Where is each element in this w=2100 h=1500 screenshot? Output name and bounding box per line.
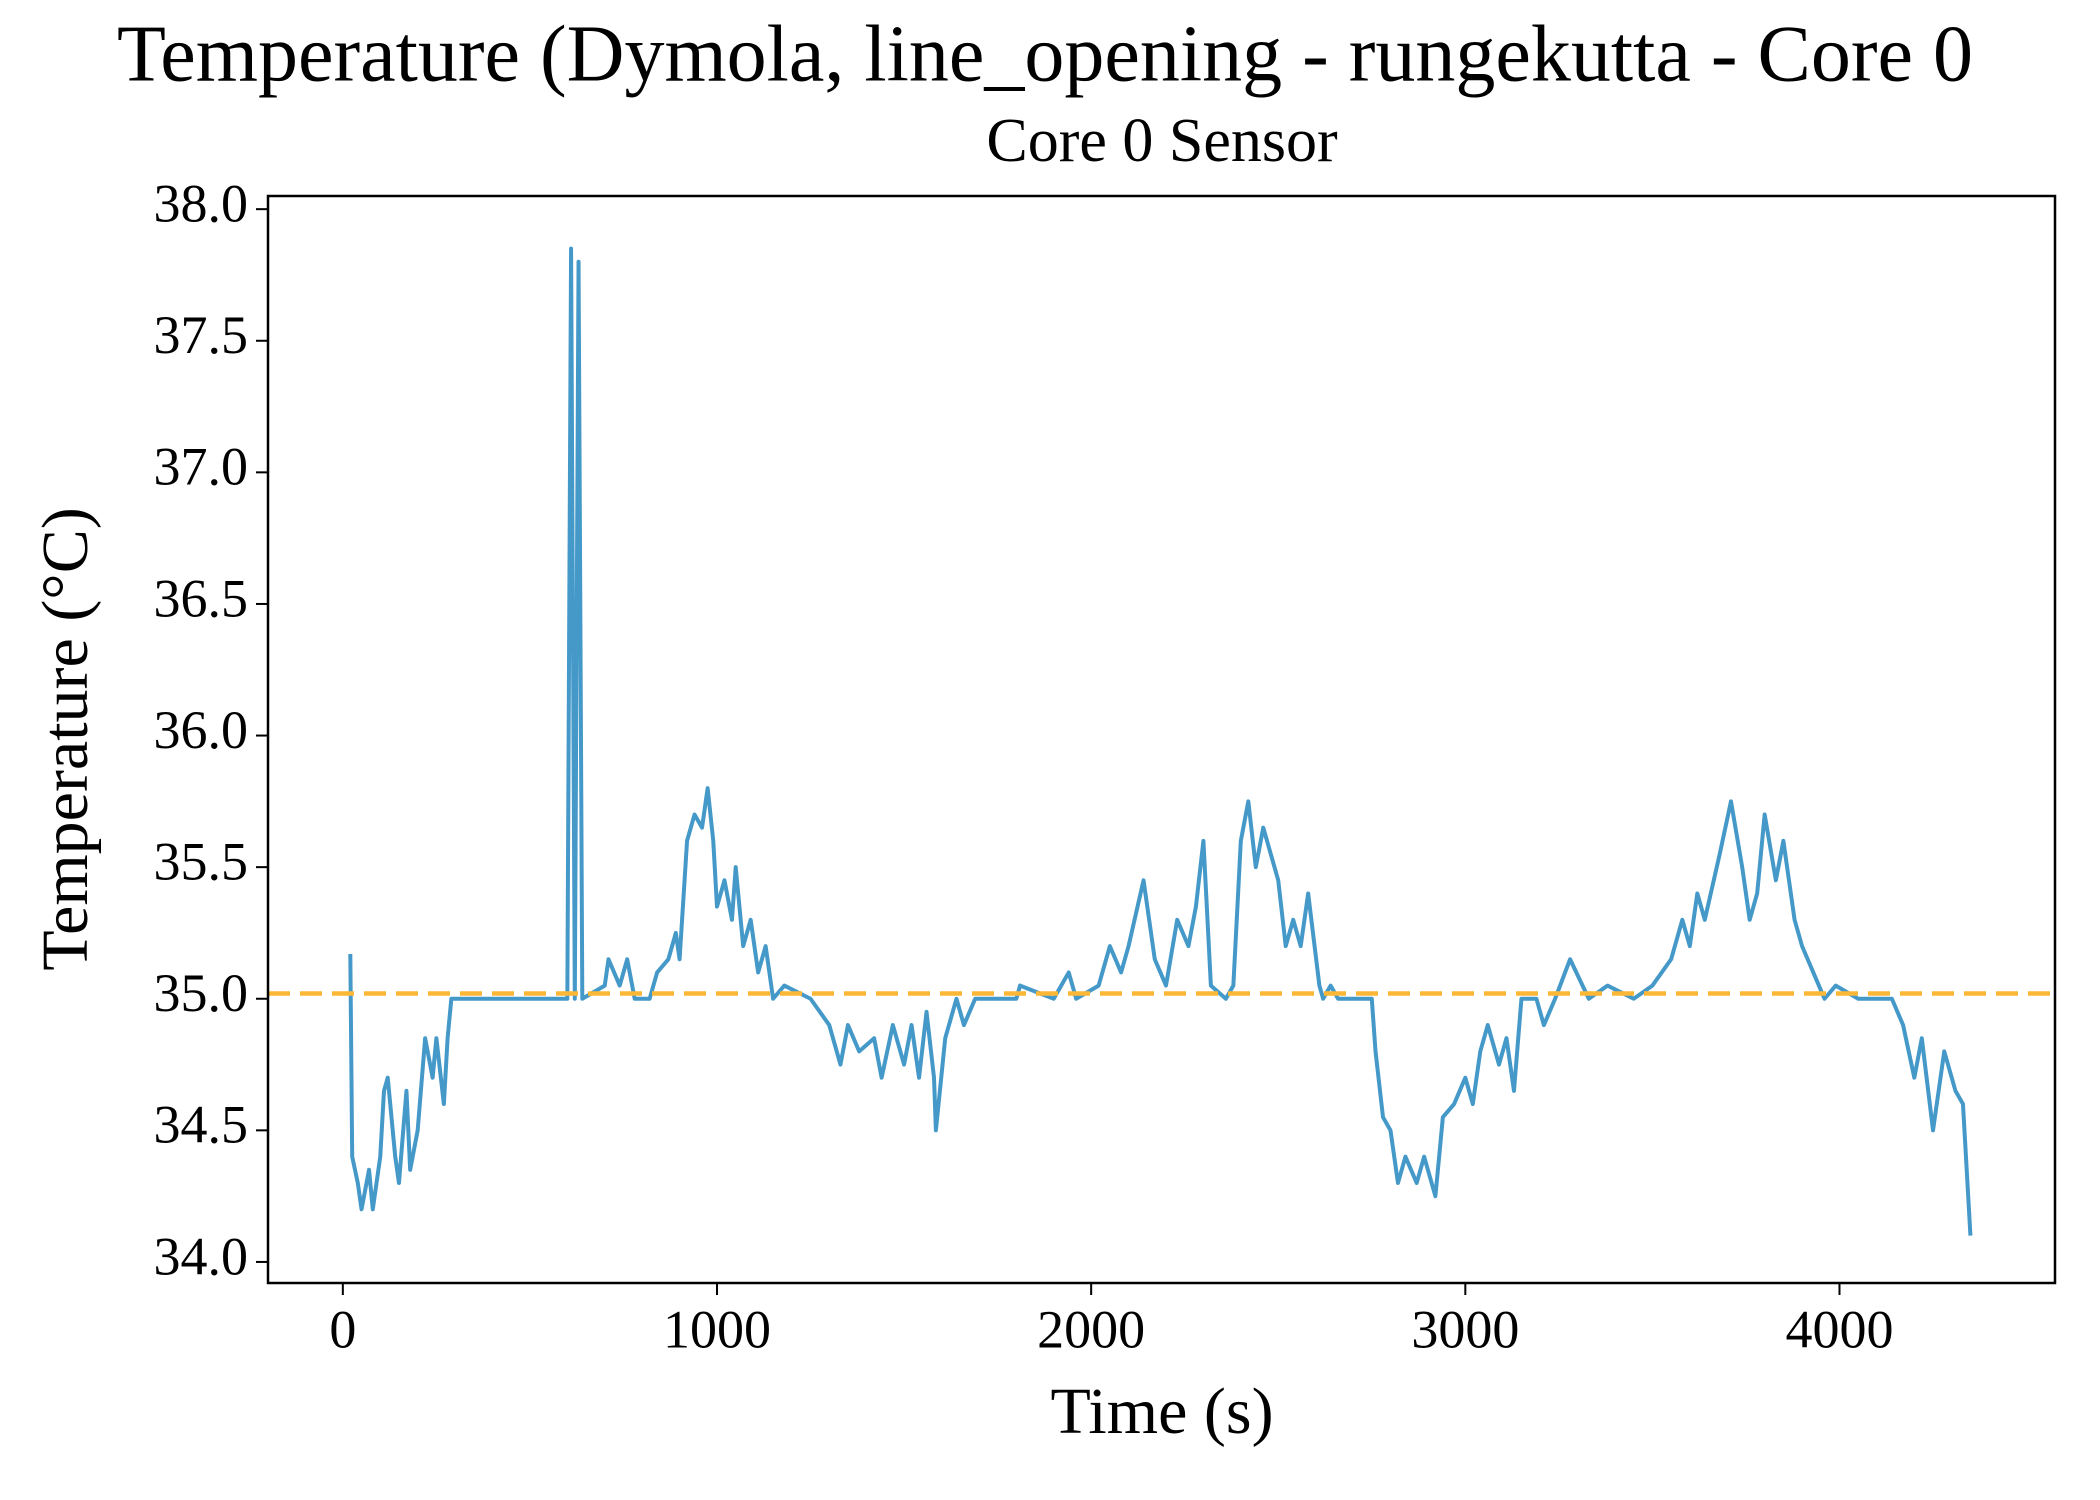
x-tick-label: 1000	[663, 1299, 771, 1359]
axes-frame	[266, 194, 2057, 1285]
chart-subtitle: Core 0 Sensor	[986, 107, 1338, 175]
chart-title: Temperature (Dymola, line_opening - rung…	[117, 10, 1973, 98]
y-tick-label: 38.0	[154, 174, 249, 234]
y-tick-label: 35.0	[154, 963, 249, 1023]
plot-area: 34.0 34.5 35.0 35.5 36.0 36.5 37.0 37.5 38.0 0 100…	[154, 174, 2057, 1359]
y-tick-label: 37.0	[154, 437, 249, 497]
y-tick-label: 35.5	[154, 832, 249, 892]
y-tick-label: 36.0	[154, 700, 249, 760]
x-tick-label: 2000	[1037, 1299, 1145, 1359]
x-tick-label: 0	[329, 1299, 356, 1359]
y-tick-label: 34.5	[154, 1095, 249, 1155]
x-axis-label: Time (s)	[1050, 1375, 1273, 1448]
y-tick-label: 34.0	[154, 1226, 249, 1286]
y-tick-label: 37.5	[154, 305, 249, 365]
y-axis-label: Temperature (°C)	[29, 507, 102, 970]
y-tick-label: 36.5	[154, 568, 249, 628]
x-tick-label: 4000	[1785, 1299, 1893, 1359]
data-line	[348, 246, 1973, 1236]
x-tick-label: 3000	[1411, 1299, 1519, 1359]
